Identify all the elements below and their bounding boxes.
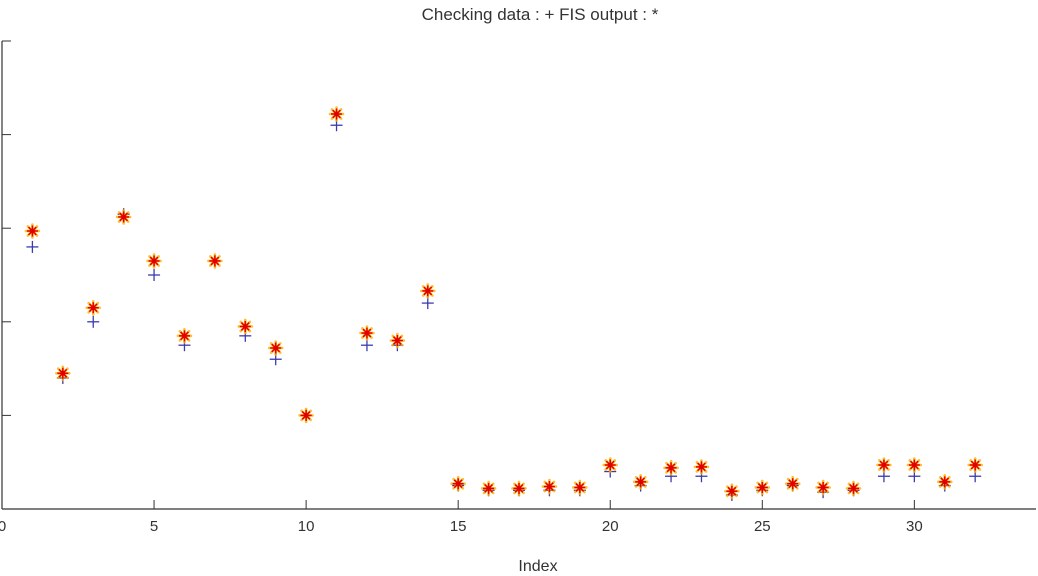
axis-ticks: 0 5 10 15 20 25 30 [0,40,923,535]
fis-output-point [693,459,710,475]
fis-output-point [572,479,588,496]
axes [1,41,1036,510]
fis-output-point [146,253,162,269]
x-tick-label: 5 [150,518,158,535]
fis-output-point [967,457,983,473]
fis-output-point [115,209,132,225]
fis-output-point [632,474,649,490]
fis-output-point [176,328,193,344]
fis-output-point [328,106,345,122]
fis-output-point [511,480,527,497]
x-tick-label: 15 [450,518,467,535]
x-tick-label: 30 [906,518,923,535]
fis-output-point [24,223,41,239]
fis-output-point [936,474,953,490]
fis-output-point [754,479,771,496]
checking-point [421,297,434,310]
fis-output-point [298,407,314,424]
x-tick-label: 20 [602,518,619,535]
checking-point [360,339,373,352]
checking-point [87,315,100,328]
checking-point [148,269,161,281]
fis-output-point [389,332,406,349]
x-tick-label: 25 [754,518,771,535]
fis-output-point [359,325,375,341]
fis-output-point [784,475,801,492]
fis-output-point [237,318,254,335]
checking-point [26,240,39,253]
fis-output-point [450,475,466,492]
chart-title: Checking data : + FIS output : * [422,5,659,24]
fis-output-point [541,478,558,495]
fis-output-point [724,483,740,500]
fis-output-point [267,340,284,356]
fis-output-point [602,457,619,473]
fis-output-point [55,365,71,382]
fis-output-point [906,457,923,473]
fis-output-point [845,480,862,497]
fis-output-point [207,253,223,269]
fis-output-point [419,283,436,299]
fis-output-point [663,460,679,476]
x-tick-label: 10 [298,518,315,535]
fis-output-point [876,457,892,473]
fis-output-point [85,299,102,316]
fis-output-point [815,479,831,496]
data-points [24,106,983,501]
x-axis-label: Index [518,558,557,575]
fis-output-point [480,480,497,497]
x-tick-label: 0 [0,518,6,535]
